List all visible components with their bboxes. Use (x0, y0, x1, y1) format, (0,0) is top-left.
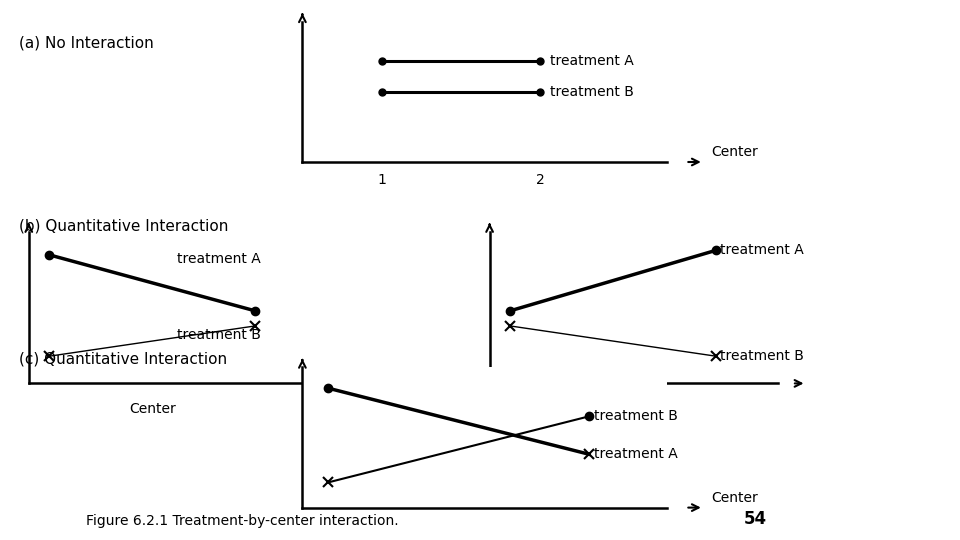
Text: Center: Center (711, 491, 757, 505)
Text: treatment B: treatment B (177, 328, 261, 342)
Text: Center: Center (589, 402, 636, 416)
Text: treatment B: treatment B (720, 349, 804, 363)
Text: 1: 1 (377, 173, 386, 187)
Text: treatment B: treatment B (550, 85, 634, 99)
Text: Center: Center (129, 402, 176, 416)
Text: Center: Center (711, 145, 757, 159)
Text: Figure 6.2.1 Treatment-by-center interaction.: Figure 6.2.1 Treatment-by-center interac… (86, 514, 399, 528)
Text: treatment B: treatment B (594, 409, 678, 423)
Text: (a) No Interaction: (a) No Interaction (19, 35, 154, 50)
Text: treatment A: treatment A (594, 447, 678, 461)
Text: treatment A: treatment A (720, 244, 804, 258)
Text: treatment A: treatment A (177, 252, 261, 266)
Text: 2: 2 (536, 173, 544, 187)
Text: treatment A: treatment A (550, 54, 634, 68)
Text: 54: 54 (744, 510, 767, 528)
Text: (c) Quantitative Interaction: (c) Quantitative Interaction (19, 351, 228, 366)
Text: (b) Quantitative Interaction: (b) Quantitative Interaction (19, 219, 228, 234)
